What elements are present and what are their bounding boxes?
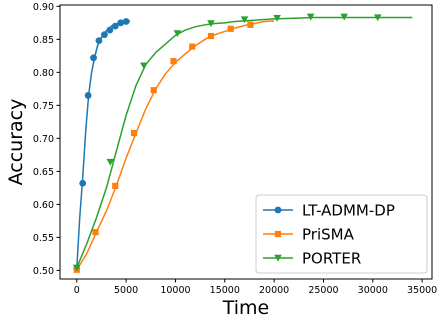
x-tick-label: 30000	[358, 285, 388, 296]
data-point	[117, 19, 125, 27]
data-point	[140, 62, 148, 70]
data-point	[122, 18, 130, 25]
y-tick-label: 0.75	[33, 101, 54, 112]
data-point	[247, 21, 254, 28]
series-1	[73, 20, 275, 273]
legend-marker	[274, 206, 282, 214]
data-point	[306, 13, 315, 21]
legend-entry: PORTER	[263, 250, 361, 268]
data-point	[273, 15, 281, 22]
x-axis-title: Time	[222, 297, 270, 319]
y-tick-label: 0.85	[33, 35, 54, 46]
legend-label: LT-ADMM-DP	[302, 202, 395, 220]
x-tick-label: 35000	[407, 285, 437, 296]
data-point	[150, 87, 157, 94]
x-tick-label: 20000	[259, 285, 289, 296]
series-line	[76, 20, 131, 269]
y-tick-label: 0.55	[33, 233, 54, 244]
series-0	[73, 18, 131, 272]
legend-marker	[274, 230, 282, 238]
legend-label: PriSMA	[302, 226, 355, 244]
data-point	[207, 20, 215, 28]
data-point	[84, 92, 92, 99]
x-tick-label: 25000	[308, 285, 338, 296]
y-tick-label: 0.50	[33, 266, 54, 277]
x-tick-label: 10000	[160, 285, 190, 296]
data-point	[227, 25, 234, 32]
data-point	[101, 31, 108, 39]
data-point	[173, 30, 182, 37]
data-point	[130, 129, 138, 137]
data-point	[79, 179, 87, 187]
data-point	[340, 13, 348, 21]
data-point	[207, 32, 215, 40]
data-point	[95, 37, 103, 45]
y-tick-label: 0.65	[33, 167, 54, 178]
x-tick-label: 0	[74, 285, 80, 296]
data-point	[90, 54, 97, 62]
data-point	[112, 182, 119, 190]
y-axis-title: Accuracy	[5, 99, 27, 186]
y-tick-label: 0.80	[33, 68, 54, 79]
data-point	[106, 158, 115, 166]
data-point	[111, 22, 119, 30]
y-tick-label: 0.60	[33, 200, 54, 211]
data-point	[72, 264, 81, 272]
axes: 0 5000 10000 15000 20000 25000 30000 35000 0.50 0…	[33, 2, 437, 296]
data-point	[189, 43, 196, 50]
legend-entry: LT-ADMM-DP	[263, 202, 395, 220]
data-point	[240, 16, 249, 24]
series-2	[72, 13, 413, 272]
data-point	[106, 26, 114, 34]
legend-marker	[274, 254, 282, 262]
x-tick-label: 5000	[114, 285, 138, 296]
legend: LT-ADMM-DP PriSMA PORTER	[255, 194, 428, 274]
y-tick-label: 0.90	[33, 2, 54, 13]
data-point	[373, 14, 382, 22]
x-tick-label: 15000	[210, 285, 240, 296]
plot-frame	[59, 4, 433, 280]
y-tick-label: 0.70	[33, 134, 54, 145]
legend-box	[255, 194, 428, 274]
data-point	[170, 58, 177, 65]
series-layer	[72, 13, 413, 273]
legend-entry: PriSMA	[263, 226, 355, 244]
data-point	[92, 229, 99, 236]
legend-label: PORTER	[302, 250, 361, 268]
